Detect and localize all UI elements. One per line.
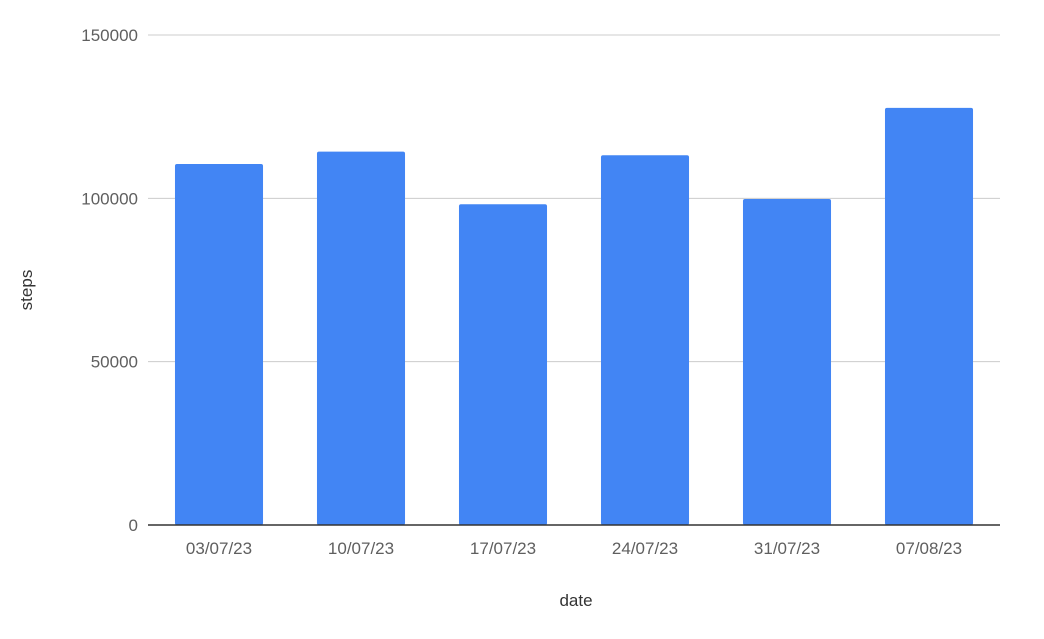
bar bbox=[600, 155, 690, 526]
y-tick-label: 150000 bbox=[81, 26, 138, 45]
bar bbox=[316, 151, 406, 525]
x-tick-label: 17/07/23 bbox=[470, 539, 536, 558]
bar bbox=[742, 198, 832, 525]
y-tick-label: 100000 bbox=[81, 189, 138, 208]
x-tick-label: 31/07/23 bbox=[754, 539, 820, 558]
x-axis-title: date bbox=[559, 591, 592, 610]
bar bbox=[458, 204, 548, 526]
gridlines bbox=[148, 34, 1000, 363]
x-tick-label: 07/08/23 bbox=[896, 539, 962, 558]
x-tick-label: 24/07/23 bbox=[612, 539, 678, 558]
bar bbox=[884, 107, 974, 525]
y-axis-title: steps bbox=[17, 270, 36, 311]
x-tick-label: 10/07/23 bbox=[328, 539, 394, 558]
x-tick-label: 03/07/23 bbox=[186, 539, 252, 558]
y-tick-label: 0 bbox=[129, 516, 138, 535]
bars bbox=[174, 107, 974, 526]
bar bbox=[174, 164, 264, 526]
y-tick-label: 50000 bbox=[91, 353, 138, 372]
tick-labels: 0 50000 100000 150000 03/07/23 10/07/23 17/07/… bbox=[81, 26, 962, 558]
